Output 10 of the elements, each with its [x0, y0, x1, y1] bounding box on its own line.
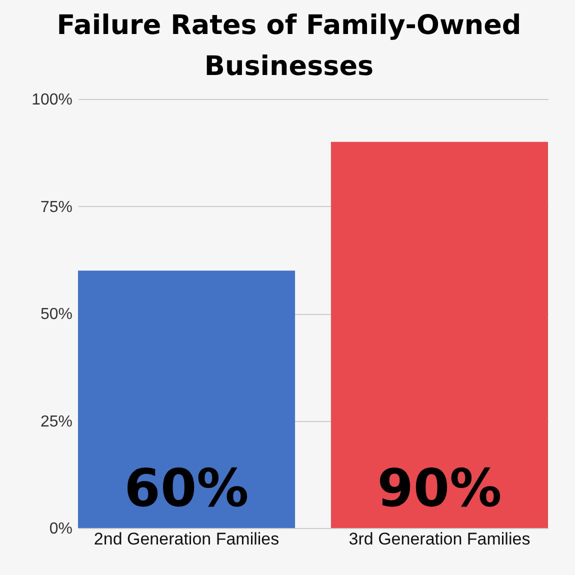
- y-tick-label: 75%: [40, 198, 72, 216]
- x-tick-label: 3rd Generation Families: [348, 530, 530, 548]
- y-tick-label: 100%: [32, 92, 72, 108]
- data-label: 90%: [377, 459, 502, 519]
- x-tick-label: 2nd Generation Families: [94, 530, 280, 548]
- y-tick-label: 25%: [40, 413, 72, 430]
- y-tick-label: 0%: [49, 520, 72, 538]
- y-tick-label: 50%: [40, 306, 72, 323]
- chart-title: Failure Rates of Family-Owned Businesses: [56, 10, 522, 82]
- data-label: 60%: [124, 459, 249, 519]
